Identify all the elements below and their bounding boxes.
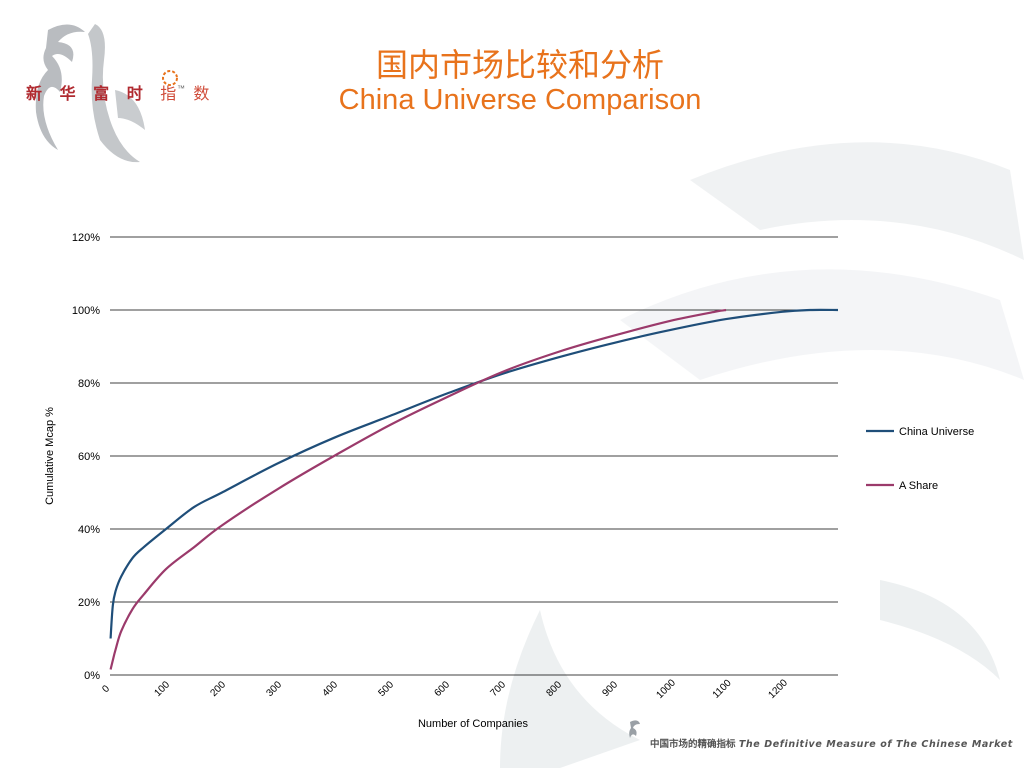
legend-item: A Share — [866, 480, 938, 492]
x-tick-label: 600 — [432, 679, 452, 699]
y-tick-label: 0% — [84, 670, 100, 682]
x-tick-label: 1200 — [766, 677, 790, 701]
x-axis-label: Number of Companies — [418, 718, 529, 730]
legend-label: A Share — [899, 480, 938, 492]
slide-title-english: China Universe Comparison — [338, 84, 702, 116]
x-tick-label: 500 — [376, 679, 396, 699]
x-tick-label: 400 — [320, 679, 340, 699]
logo-wordmark: 新 华 富 时 指 数 — [26, 80, 215, 104]
y-axis-ticks: 0% 20% 40% 60% 80% 100% 120% — [72, 232, 100, 682]
logo-text-secondary: 指 数 — [160, 84, 216, 103]
series-line-a-share — [109, 308, 727, 670]
slide-title-chinese: 国内市场比较和分析 — [375, 46, 664, 84]
footer-tagline-cn: 中国市场的精确指标 — [650, 739, 736, 750]
x-tick-label: 1100 — [711, 677, 734, 700]
y-tick-label: 60% — [78, 451, 100, 463]
y-tick-label: 80% — [78, 378, 100, 390]
y-tick-label: 40% — [78, 524, 100, 536]
x-tick-label: 300 — [264, 679, 284, 699]
chart-gridlines — [110, 236, 838, 676]
footer-tagline-en: The Definitive Measure of The Chinese Ma… — [738, 739, 1013, 750]
x-tick-label: 800 — [544, 679, 564, 699]
logo-trademark: ™ — [177, 84, 185, 93]
y-tick-label: 20% — [78, 597, 100, 609]
footer-logo-icon — [629, 720, 640, 738]
y-tick-label: 120% — [72, 232, 100, 244]
y-tick-label: 100% — [72, 305, 100, 317]
x-tick-label: 0 — [100, 683, 112, 695]
x-tick-label: 1000 — [654, 677, 678, 701]
footer-tagline: 中国市场的精确指标 The Definitive Measure of The … — [650, 736, 1013, 750]
legend-label: China Universe — [899, 426, 974, 438]
logo-globe-icon — [162, 70, 178, 86]
series-line-china-universe — [109, 308, 839, 639]
x-tick-label: 200 — [208, 679, 228, 699]
x-tick-label: 100 — [152, 679, 172, 699]
logo-text-primary: 新 华 富 时 — [26, 84, 149, 103]
y-axis-label: Cumulative Mcap % — [44, 407, 56, 505]
x-axis-ticks: 0 100 200 300 400 500 600 700 800 900 1000 1100 1200 — [100, 677, 790, 701]
legend-item: China Universe — [866, 426, 974, 438]
x-tick-label: 900 — [600, 679, 620, 699]
x-tick-label: 700 — [488, 679, 508, 699]
logo-mark — [35, 24, 145, 163]
chart-legend: China Universe A Share — [866, 426, 974, 492]
chart-series-lines — [109, 308, 839, 670]
